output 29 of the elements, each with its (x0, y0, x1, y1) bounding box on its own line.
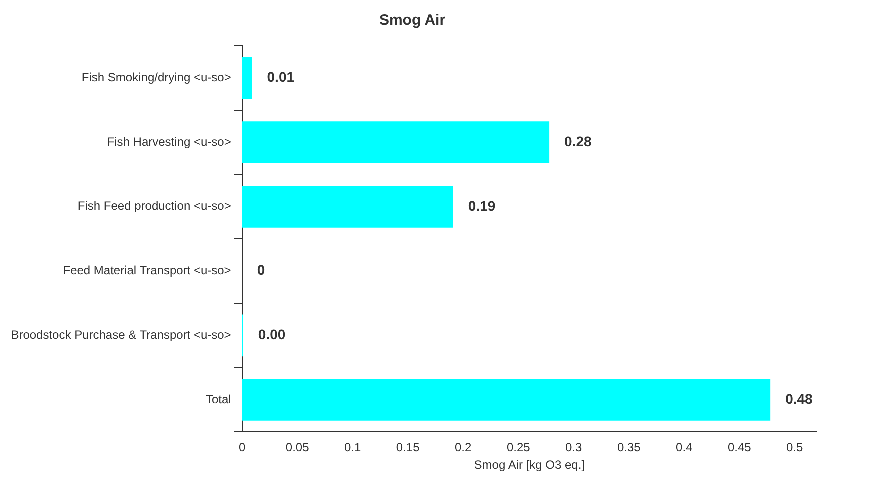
y-tick-label: Broodstock Purchase & Transport <u-so> (11, 328, 232, 342)
data-label: 0.48 (786, 390, 814, 407)
x-tick-label: 0.2 (455, 440, 472, 455)
bar (242, 57, 252, 100)
bar (242, 379, 771, 421)
x-tick-label: 0 (238, 440, 246, 455)
x-tick-label: 0.1 (344, 440, 362, 455)
y-tick-label: Total (206, 392, 232, 406)
chart-title: Smog Air (379, 12, 446, 30)
y-tick-label: Fish Smoking/drying <u-so> (82, 70, 232, 84)
y-tick-label: Feed Material Transport <u-so> (63, 264, 232, 278)
data-label: 0.00 (258, 326, 286, 343)
x-tick-label: 0.05 (286, 440, 310, 455)
x-tick-label: 0.4 (676, 440, 694, 455)
data-label: 0 (257, 262, 266, 278)
x-tick-label: 0.25 (506, 440, 531, 455)
x-axis-title: Smog Air [kg O3 eq.] (474, 458, 586, 472)
data-label: 0.19 (468, 198, 496, 214)
data-label: 0.28 (564, 133, 592, 150)
x-tick-label: 0.35 (617, 440, 642, 455)
x-tick-label: 0.5 (786, 440, 804, 455)
y-tick-label: Fish Feed production <u-so> (78, 199, 232, 214)
data-label: 0.01 (267, 69, 295, 86)
x-tick-label: 0.15 (396, 440, 420, 455)
bar (242, 122, 550, 164)
x-tick-label: 0.3 (566, 440, 583, 455)
y-tick-label: Fish Harvesting <u-so> (107, 134, 232, 149)
x-tick-label: 0.45 (728, 440, 752, 455)
bar (242, 186, 454, 228)
